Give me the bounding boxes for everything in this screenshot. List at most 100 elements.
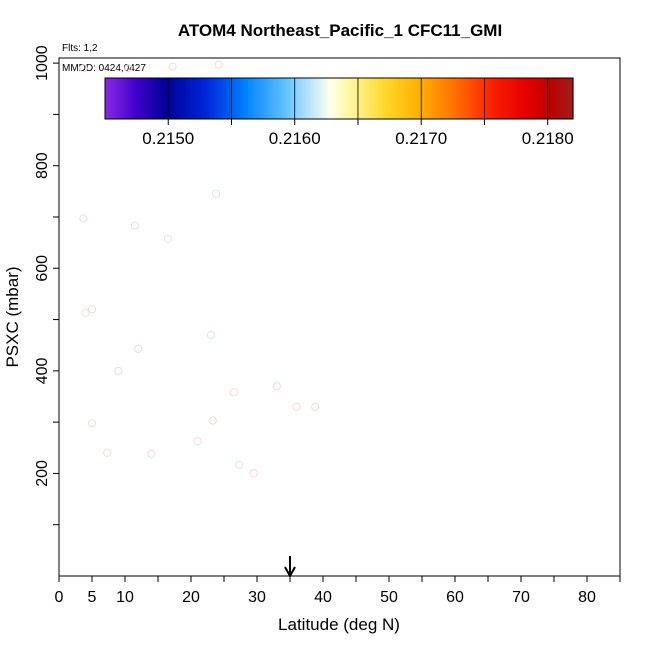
colorbar-segment — [378, 78, 382, 119]
sample-point — [249, 469, 258, 478]
colorbar-segment — [398, 78, 402, 119]
colorbar-segment — [287, 78, 291, 119]
colorbar-segment — [495, 78, 499, 119]
colorbar-segment — [250, 78, 254, 119]
y-axis-label: PSXC (mbar) — [3, 266, 22, 367]
colorbar-segment — [471, 78, 475, 119]
colorbar-segment — [318, 78, 322, 119]
colorbar-segment — [354, 78, 358, 119]
colorbar-segment — [313, 78, 317, 119]
colorbar-segment — [276, 78, 280, 119]
colorbar-segment — [487, 78, 491, 119]
sample-point — [79, 214, 88, 223]
colorbar-segment — [240, 78, 244, 119]
colorbar-tick-label: 0.2170 — [395, 129, 447, 148]
colorbar-segment — [505, 78, 509, 119]
colorbar-segment — [417, 78, 421, 119]
colorbar-segment — [209, 78, 213, 119]
colorbar-segment — [258, 78, 262, 119]
colorbar-segment — [261, 78, 265, 119]
colorbar-segment — [445, 78, 449, 119]
colorbar-segment — [365, 78, 369, 119]
colorbar-segment — [136, 78, 140, 119]
colorbar-segment — [443, 78, 447, 119]
colorbar-segment — [562, 78, 566, 119]
colorbar-segment — [463, 78, 467, 119]
colorbar-segment — [118, 78, 122, 119]
y-tick-label: 1000 — [34, 45, 51, 81]
colorbar-segment — [508, 78, 512, 119]
colorbar-segment — [482, 78, 486, 119]
colorbar-segment — [518, 78, 522, 119]
colorbar-segment — [401, 78, 405, 119]
colorbar-segment — [375, 78, 379, 119]
sample-point — [311, 402, 320, 411]
colorbar-segment — [448, 78, 452, 119]
colorbar-segment — [253, 78, 257, 119]
colorbar-segment — [133, 78, 137, 119]
sample-point — [168, 62, 177, 71]
colorbar-segment — [196, 78, 200, 119]
colorbar-segment — [110, 78, 114, 119]
colorbar-segment — [302, 78, 306, 119]
colorbar-segment — [336, 78, 340, 119]
sample-point — [208, 416, 217, 425]
colorbar-segment — [552, 78, 556, 119]
colorbar-segment — [297, 78, 301, 119]
colorbar-segment — [172, 78, 176, 119]
colorbar-segment — [292, 78, 296, 119]
colorbar-segment — [149, 78, 153, 119]
x-tick-label: 60 — [446, 589, 464, 606]
colorbar-segment — [523, 78, 527, 119]
sample-point — [87, 419, 97, 428]
colorbar-segment — [180, 78, 184, 119]
colorbar-segment — [362, 78, 366, 119]
colorbar-segment — [263, 78, 267, 119]
sample-point — [229, 388, 238, 397]
y-tick-label: 200 — [34, 460, 51, 487]
colorbar-segment — [469, 78, 473, 119]
colorbar-segment — [105, 78, 109, 119]
x-tick-label: 70 — [512, 589, 530, 606]
colorbar-segment — [476, 78, 480, 119]
colorbar: 0.2150 0.2160 0.2170 0.2180 — [104, 77, 574, 148]
colorbar-segment — [427, 78, 431, 119]
colorbar-segment — [489, 78, 493, 119]
sample-point — [212, 189, 221, 198]
colorbar-segment — [107, 78, 111, 119]
chart-title: ATOM4 Northeast_Pacific_1 CFC11_GMI — [178, 21, 502, 40]
colorbar-segment — [211, 78, 215, 119]
colorbar-segment — [183, 78, 187, 119]
sample-point — [163, 234, 172, 244]
latitude-marker-arrow — [284, 556, 296, 579]
colorbar-segment — [138, 78, 142, 119]
colorbar-segment — [435, 78, 439, 119]
colorbar-segment — [167, 78, 171, 119]
sample-point — [272, 382, 281, 391]
x-axis: 0 5 10 20 30 40 50 60 70 80 — [55, 576, 621, 606]
colorbar-segment — [497, 78, 501, 119]
colorbar-segment — [162, 78, 166, 119]
colorbar-segment — [333, 78, 337, 119]
colorbar-segment — [357, 78, 361, 119]
colorbar-segment — [396, 78, 400, 119]
colorbar-segment — [245, 78, 249, 119]
colorbar-segment — [534, 78, 538, 119]
x-tick-label: 80 — [578, 589, 596, 606]
x-tick-label: 40 — [314, 589, 332, 606]
colorbar-segment — [567, 78, 571, 119]
colorbar-segment — [528, 78, 532, 119]
colorbar-segment — [284, 78, 288, 119]
colorbar-segment — [424, 78, 428, 119]
x-tick-label: 0 — [55, 589, 64, 606]
colorbar-segment — [175, 78, 179, 119]
colorbar-segment — [331, 78, 335, 119]
colorbar-segment — [383, 78, 387, 119]
colorbar-segment — [281, 78, 285, 119]
colorbar-segment — [479, 78, 483, 119]
colorbar-segment — [544, 78, 548, 119]
colorbar-segment — [274, 78, 278, 119]
colorbar-segment — [388, 78, 392, 119]
y-tick-label: 400 — [34, 357, 51, 384]
